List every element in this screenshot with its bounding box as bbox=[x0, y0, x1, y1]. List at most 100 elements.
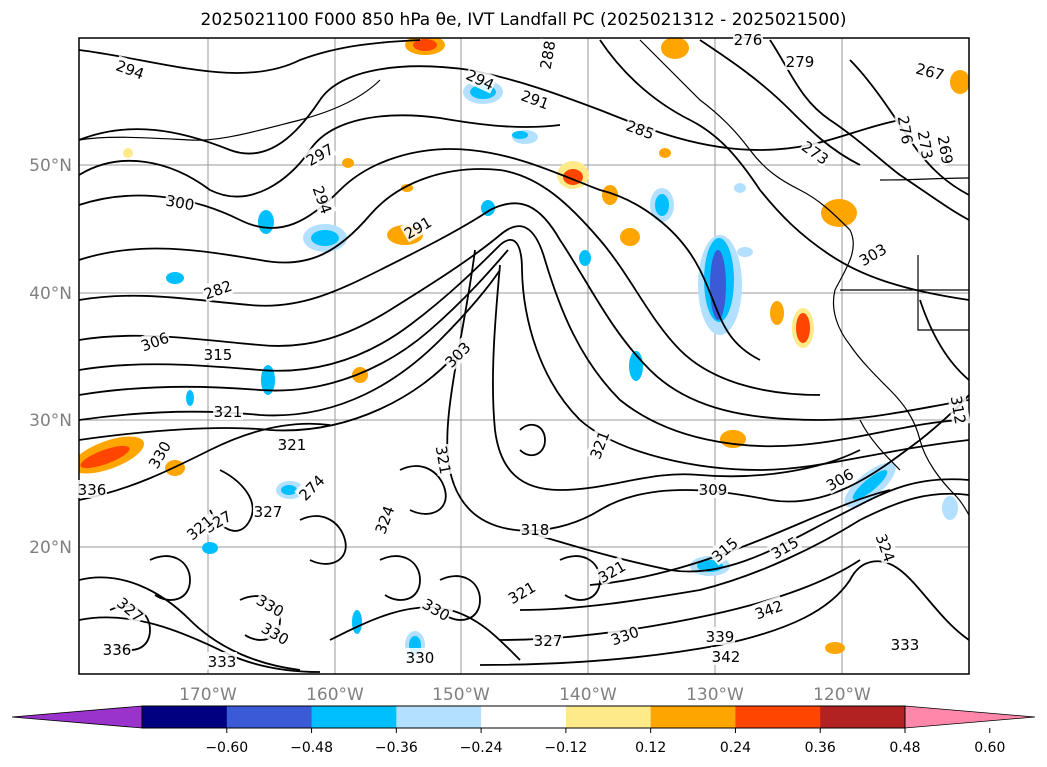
contour-label-bg bbox=[705, 627, 735, 645]
lat-label: 20°N bbox=[29, 538, 72, 558]
contour-label: 300 bbox=[164, 192, 195, 215]
colorbar-tick-label: 0.48 bbox=[889, 740, 920, 756]
contour-label: 276 bbox=[894, 114, 917, 145]
contour-label: 312 bbox=[947, 394, 970, 425]
contour-label-bg bbox=[914, 128, 938, 162]
contour-label-bg bbox=[419, 593, 454, 625]
contour-label-bg bbox=[137, 327, 172, 355]
contour-label-bg bbox=[143, 437, 175, 472]
contour-label-bg bbox=[504, 576, 539, 608]
contour-label: 336 bbox=[78, 481, 107, 499]
contour-label: 309 bbox=[699, 481, 728, 499]
colorbar-segment bbox=[481, 706, 567, 728]
contour-label-bg bbox=[913, 58, 948, 84]
contour-label: 318 bbox=[521, 521, 550, 539]
contour-label-bg bbox=[294, 470, 329, 505]
contour-label: 342 bbox=[712, 648, 741, 666]
contour-label-bg bbox=[163, 190, 197, 214]
contour-label-bg bbox=[302, 138, 337, 170]
lon-label: 150°W bbox=[432, 685, 490, 705]
contour-label: 330 bbox=[406, 649, 435, 667]
colorbar-tick-label: −0.36 bbox=[375, 740, 418, 756]
contour-label-bg bbox=[751, 595, 786, 623]
contour-label: 333 bbox=[891, 636, 920, 654]
contour-label-bg bbox=[934, 133, 958, 167]
contour-label-bg bbox=[822, 463, 857, 495]
contour-label-bg bbox=[213, 402, 243, 420]
contour-label-bg bbox=[400, 211, 435, 243]
contour-label-bg bbox=[623, 115, 658, 143]
contour-label: 327 bbox=[254, 503, 283, 521]
contour-label: 321 bbox=[432, 444, 455, 475]
colorbar-tick-label: −0.24 bbox=[460, 740, 503, 756]
contour-label-bg bbox=[440, 337, 475, 372]
coastlines bbox=[79, 39, 969, 516]
contour-label-bg bbox=[277, 435, 307, 453]
contour-label-bg bbox=[518, 85, 553, 113]
contour-label: 288 bbox=[537, 39, 560, 70]
colorbar-tick-label: −0.12 bbox=[544, 740, 587, 756]
contour-label-bg bbox=[405, 648, 435, 666]
colorbar-tick-label: 0.12 bbox=[635, 740, 666, 756]
colorbar-tick-label: −0.48 bbox=[290, 740, 333, 756]
lat-label: 40°N bbox=[29, 284, 72, 304]
colorbar-segment bbox=[650, 706, 736, 728]
colorbar-extend-max bbox=[904, 705, 1036, 729]
lon-label: 160°W bbox=[306, 685, 364, 705]
contour-label-bg bbox=[463, 64, 498, 94]
contour-label: 315 bbox=[204, 346, 233, 364]
contour-label-bg bbox=[203, 345, 233, 363]
map-title: 2025021100 F000 850 hPa θe, IVT Landfall… bbox=[200, 10, 847, 30]
colorbar-segment bbox=[311, 706, 397, 728]
colorbar-tick-label: 0.36 bbox=[805, 740, 836, 756]
contour-label-bg bbox=[309, 182, 337, 217]
colorbar-tick-label: 0.24 bbox=[720, 740, 751, 756]
contour-label: 269 bbox=[934, 134, 957, 165]
colorbar-segment bbox=[142, 706, 228, 728]
contour-label-bg bbox=[253, 502, 283, 520]
contour-label: 333 bbox=[208, 653, 237, 671]
lat-label: 50°N bbox=[29, 156, 72, 176]
contour-label-bg bbox=[785, 52, 815, 70]
contour-label-bg bbox=[535, 38, 559, 72]
contour-label: 276 bbox=[734, 31, 763, 49]
contour-label-bg bbox=[113, 55, 148, 83]
colorbar-segment bbox=[396, 706, 482, 728]
contour-label: 336 bbox=[103, 641, 132, 659]
contour-label-bg bbox=[432, 443, 456, 477]
contour-label-bg bbox=[200, 275, 235, 303]
contour-label: 273 bbox=[914, 129, 937, 160]
colorbar-segment bbox=[735, 706, 821, 728]
contour-label-bg bbox=[767, 531, 802, 563]
colorbar-frame bbox=[141, 705, 906, 729]
contour-label-bg bbox=[607, 621, 642, 649]
contour-label-bg bbox=[698, 480, 728, 498]
contour-label-bg bbox=[207, 652, 237, 670]
contour-label: 321 bbox=[214, 403, 243, 421]
contour-label: 339 bbox=[706, 628, 735, 646]
contour-label-bg bbox=[707, 532, 742, 566]
map-frame bbox=[78, 37, 970, 675]
colorbar-tick-label: −0.60 bbox=[205, 740, 248, 756]
colorbar: −0.60 −0.48 −0.36 −0.24 −0.12 0.12 0.24 0.36 0.4… bbox=[11, 705, 1036, 756]
contour-label-bg bbox=[113, 592, 148, 626]
contour-label-bg bbox=[102, 640, 132, 658]
colorbar-segment bbox=[226, 706, 313, 728]
contour-label-bg bbox=[798, 136, 834, 169]
contour-label: 321 bbox=[278, 436, 307, 454]
contour-label-bg bbox=[370, 502, 398, 537]
colorbar-tick-label: 0.60 bbox=[974, 740, 1005, 756]
lon-label: 130°W bbox=[686, 685, 744, 705]
contour-label-bg bbox=[855, 238, 890, 270]
contour-label-bg bbox=[585, 427, 613, 462]
contour-label-bg bbox=[520, 520, 550, 538]
contour-label-bg bbox=[77, 480, 107, 498]
lat-label: 30°N bbox=[29, 411, 72, 431]
lon-label: 140°W bbox=[559, 685, 617, 705]
contour-label-bg bbox=[182, 510, 217, 544]
contour-label-bg bbox=[947, 393, 971, 427]
contour-label-bg bbox=[533, 631, 563, 649]
colorbar-segment bbox=[565, 706, 652, 728]
